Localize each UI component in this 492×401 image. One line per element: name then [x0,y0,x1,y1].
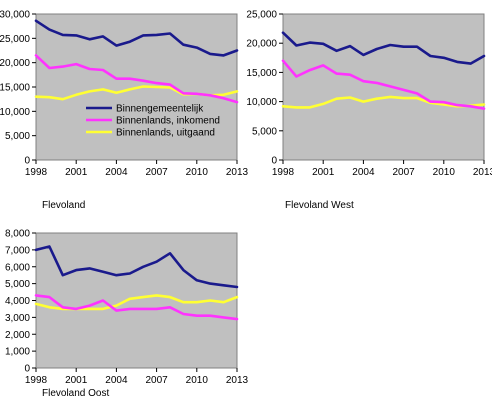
chart-subtitle: Flevoland Oost [42,388,109,399]
x-tick-label: 1998 [25,375,48,386]
y-tick-label: 0 [24,156,30,167]
series-line-binnenlands-inkomend [34,54,239,104]
y-tick-label: 2,000 [5,330,30,341]
x-tick-label: 2004 [105,167,128,178]
y-tick-label: 20,000 [0,58,30,69]
x-tick-label: 2010 [186,167,209,178]
x-tick-label: 2004 [352,167,375,178]
y-tick-label: 10,000 [0,107,30,118]
y-tick-label: 20,000 [246,39,277,50]
x-tick-label: 2001 [65,167,88,178]
x-tick-label: 2001 [65,375,88,386]
y-tick-label: 3,000 [5,313,30,324]
legend-label: Binnenlands, uitgaand [116,128,215,139]
y-tick-label: 5,000 [252,126,277,137]
x-tick-label: 2007 [392,167,415,178]
series-line-binnenlands-inkomend [34,294,239,321]
chart-subtitle: Flevoland West [285,200,354,211]
y-tick-label: 1,000 [5,347,30,358]
x-tick-label: 2007 [145,167,168,178]
series-line-binnengemeentelijk [34,245,239,289]
plot-area-2 [282,13,485,161]
y-tick-label: 5,000 [5,279,30,290]
y-tick-label: 25,000 [0,34,30,45]
y-tick-label: 15,000 [246,68,277,79]
y-tick-label: 8,000 [5,229,30,240]
y-tick-label: 30,000 [0,10,30,21]
legend-label: Binnengemeentelijk [116,104,204,115]
x-tick-label: 2010 [433,167,456,178]
y-tick-label: 0 [271,156,277,167]
y-tick-label: 0 [24,364,30,375]
x-tick-label: 2013 [473,167,492,178]
series-line-binnenlands-inkomend [281,59,486,110]
series-line-binnengemeentelijk [34,19,239,57]
y-tick-label: 4,000 [5,296,30,307]
y-tick-label: 7,000 [5,245,30,256]
x-tick-label: 2001 [312,167,335,178]
series-line-binnenlands-uitgaand [281,95,486,109]
x-tick-label: 2010 [186,375,209,386]
y-tick-label: 10,000 [246,97,277,108]
legend-label: Binnenlands, inkomend [116,116,220,127]
x-tick-label: 2004 [105,375,128,386]
series-line-binnengemeentelijk [281,31,486,65]
x-tick-label: 1998 [25,167,48,178]
y-tick-label: 25,000 [246,10,277,21]
y-tick-label: 5,000 [5,131,30,142]
x-tick-label: 1998 [272,167,295,178]
x-tick-label: 2013 [226,375,249,386]
y-tick-label: 15,000 [0,83,30,94]
x-tick-label: 2007 [145,375,168,386]
y-tick-label: 6,000 [5,262,30,273]
chart-subtitle: Flevoland [42,200,85,211]
x-tick-label: 2013 [226,167,249,178]
